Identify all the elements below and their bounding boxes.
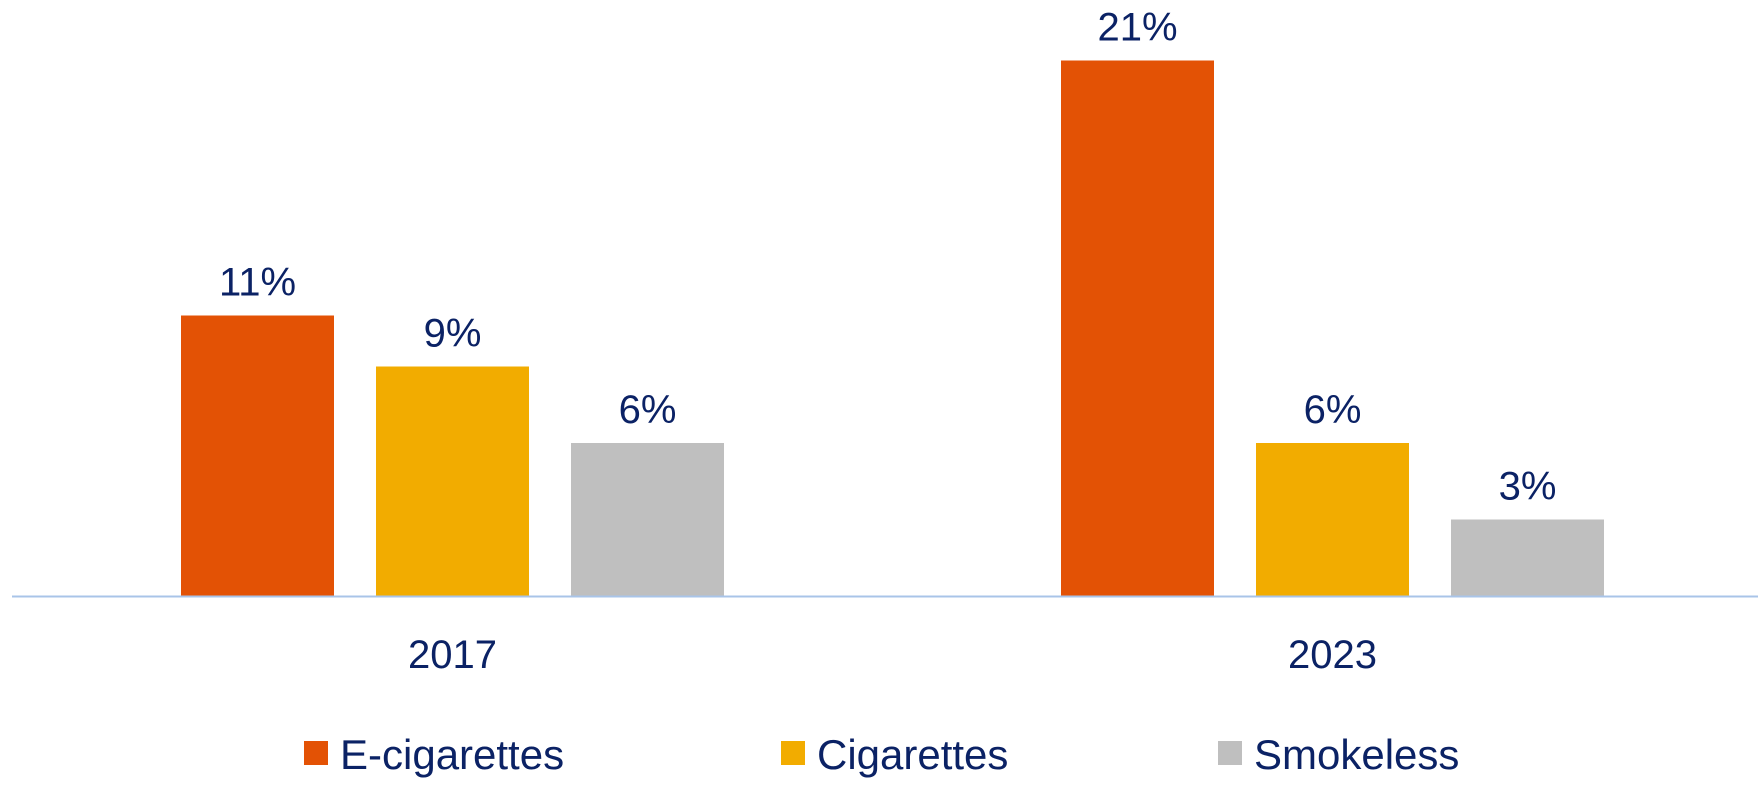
bar-e-cigarettes-2023: [1061, 60, 1214, 596]
bar-labels-group: 11% 9% 6% 21% 6% 3%: [219, 6, 1556, 509]
legend-swatch-cigarettes: [781, 741, 805, 765]
legend-item-e-cigarettes: E-cigarettes: [304, 731, 564, 778]
legend-swatch-e-cigarettes: [304, 741, 328, 765]
data-label-smokeless-2017: 6%: [619, 388, 677, 432]
bars-group: [181, 60, 1604, 596]
x-tick-label-2017: 2017: [408, 633, 497, 677]
legend-label-cigarettes: Cigarettes: [817, 731, 1008, 778]
legend-swatch-smokeless: [1218, 741, 1242, 765]
x-tick-label-2023: 2023: [1288, 633, 1377, 677]
legend-label-e-cigarettes: E-cigarettes: [340, 731, 564, 778]
bar-smokeless-2023: [1451, 519, 1604, 596]
legend-item-cigarettes: Cigarettes: [781, 731, 1008, 778]
data-label-e-cigarettes-2023: 21%: [1097, 6, 1177, 50]
bar-e-cigarettes-2017: [181, 315, 334, 596]
bar-smokeless-2017: [571, 443, 724, 596]
legend: E-cigarettes Cigarettes Smokeless: [304, 731, 1459, 778]
data-label-cigarettes-2023: 6%: [1304, 388, 1362, 432]
data-label-cigarettes-2017: 9%: [424, 312, 482, 356]
x-tick-labels-group: 2017 2023: [408, 633, 1377, 677]
data-label-e-cigarettes-2017: 11%: [219, 261, 296, 305]
data-label-smokeless-2023: 3%: [1499, 465, 1557, 509]
bar-cigarettes-2023: [1256, 443, 1409, 596]
legend-label-smokeless: Smokeless: [1254, 731, 1459, 778]
legend-item-smokeless: Smokeless: [1218, 731, 1459, 778]
bar-cigarettes-2017: [376, 366, 529, 596]
